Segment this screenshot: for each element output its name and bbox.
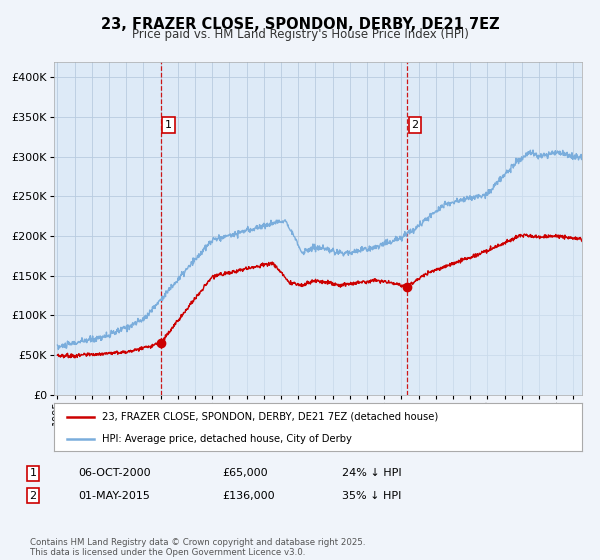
Text: 2: 2	[412, 120, 419, 130]
Text: 24% ↓ HPI: 24% ↓ HPI	[342, 468, 401, 478]
Text: £136,000: £136,000	[222, 491, 275, 501]
Text: 01-MAY-2015: 01-MAY-2015	[78, 491, 150, 501]
Text: Contains HM Land Registry data © Crown copyright and database right 2025.
This d: Contains HM Land Registry data © Crown c…	[30, 538, 365, 557]
Text: HPI: Average price, detached house, City of Derby: HPI: Average price, detached house, City…	[101, 434, 352, 444]
Text: 35% ↓ HPI: 35% ↓ HPI	[342, 491, 401, 501]
Text: 2: 2	[29, 491, 37, 501]
Text: Price paid vs. HM Land Registry's House Price Index (HPI): Price paid vs. HM Land Registry's House …	[131, 28, 469, 41]
Text: 06-OCT-2000: 06-OCT-2000	[78, 468, 151, 478]
Text: £65,000: £65,000	[222, 468, 268, 478]
Text: 23, FRAZER CLOSE, SPONDON, DERBY, DE21 7EZ: 23, FRAZER CLOSE, SPONDON, DERBY, DE21 7…	[101, 17, 499, 32]
Text: 23, FRAZER CLOSE, SPONDON, DERBY, DE21 7EZ (detached house): 23, FRAZER CLOSE, SPONDON, DERBY, DE21 7…	[101, 412, 438, 422]
Text: 1: 1	[29, 468, 37, 478]
Text: 1: 1	[165, 120, 172, 130]
